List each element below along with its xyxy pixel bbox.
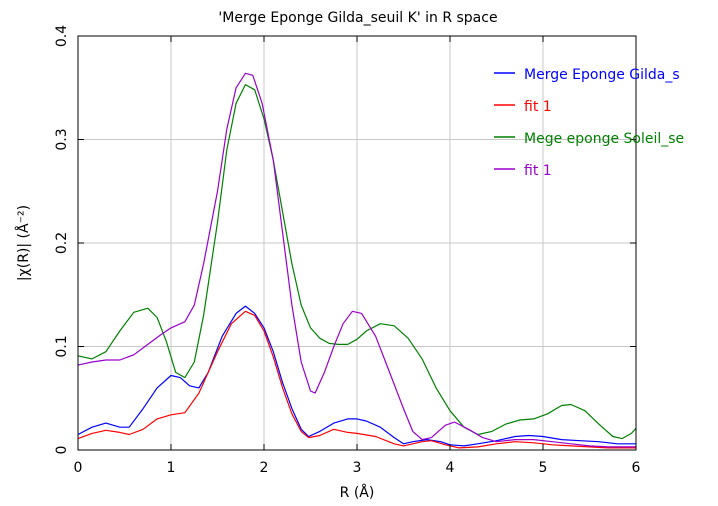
y-tick-label: 0.3 (54, 128, 70, 150)
x-axis-label: R (Å) (340, 484, 375, 501)
series-line-3 (77, 84, 637, 440)
legend-label-2: fit 1 (524, 99, 552, 115)
x-tick-label: 5 (539, 460, 548, 476)
series-lines (77, 72, 637, 449)
legend-label-3: Mege eponge Soleil_se (524, 131, 684, 147)
grid-lines (78, 36, 636, 450)
y-axis-label: |χ(R)| (Å⁻²) (15, 205, 32, 281)
x-tick-label: 6 (632, 460, 641, 476)
x-tick-label: 4 (446, 460, 455, 476)
chart-title: 'Merge Eponge Gilda_seuil K' in R space (218, 10, 497, 26)
series-line-2 (77, 310, 636, 449)
x-tick-label: 0 (74, 460, 83, 476)
series-line-1 (77, 305, 636, 447)
series-line-4 (77, 72, 636, 448)
y-tick-label: 0.4 (54, 25, 70, 47)
y-tick-label: 0 (54, 446, 70, 455)
y-tick-labels: 0 0.1 0.2 0.3 0.4 (54, 25, 70, 455)
axis-ticks (77, 35, 637, 451)
x-tick-labels: 0 1 2 3 4 5 6 (74, 460, 641, 476)
y-tick-label: 0.2 (54, 232, 70, 254)
legend-label-1: Merge Eponge Gilda_s (524, 67, 680, 83)
legend-label-4: fit 1 (524, 163, 552, 179)
x-tick-label: 1 (167, 460, 176, 476)
y-tick-label: 0.1 (54, 335, 70, 357)
x-tick-label: 2 (260, 460, 269, 476)
x-tick-label: 3 (353, 460, 362, 476)
